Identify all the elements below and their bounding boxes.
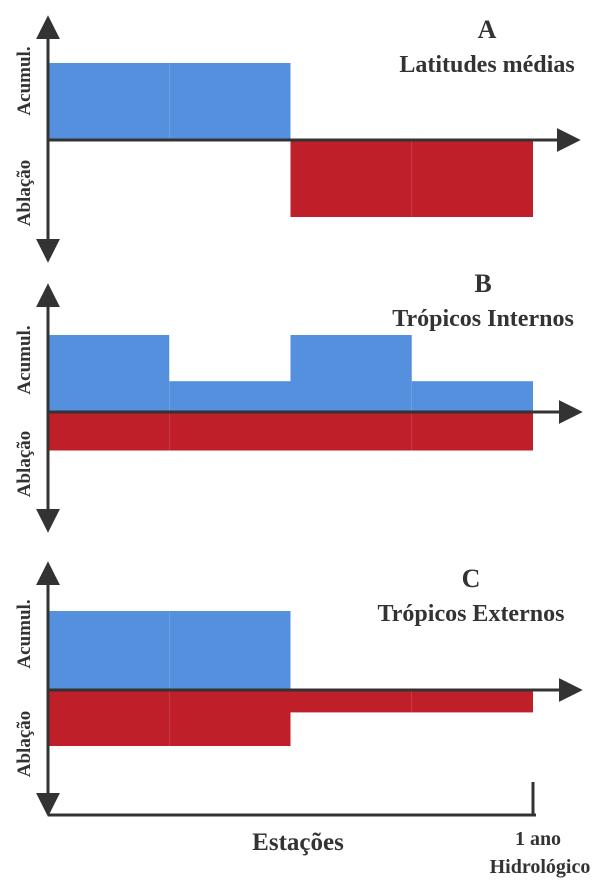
panel-a-accumulation-bar-2 bbox=[169, 63, 291, 140]
panel-b-letter: B bbox=[474, 269, 491, 298]
panel-a-ablation-bar-3 bbox=[290, 140, 412, 217]
year-end-label-line1: 1 ano bbox=[515, 828, 561, 850]
panel-c-accumulation-bar-2 bbox=[169, 611, 291, 690]
panel-b-accumulation-label: Acumul. bbox=[14, 325, 35, 394]
panel-a-accumulation-bar-1 bbox=[48, 63, 170, 140]
panel-a-ablation-bar-4 bbox=[411, 140, 533, 217]
panel-a-ablation-label: Ablação bbox=[14, 160, 35, 227]
panel-b-ablation-label: Ablação bbox=[14, 431, 35, 498]
panel-c-bars bbox=[48, 611, 533, 746]
seasons-axis: Estações 1 ano Hidrológico bbox=[48, 782, 590, 878]
panel-b-title: Trópicos Internos bbox=[392, 306, 574, 332]
panel-a-letter: A bbox=[478, 15, 497, 44]
panel-b-ablation-bar-4 bbox=[411, 412, 533, 451]
panel-b-accumulation-bar-4 bbox=[411, 381, 533, 412]
panel-b-accumulation-bar-1 bbox=[48, 335, 170, 412]
panel-c-ablation-bar-4 bbox=[411, 690, 533, 713]
panel-c-ablation-bar-1 bbox=[48, 690, 170, 746]
panel-b-ablation-bar-2 bbox=[169, 412, 291, 451]
panel-b-accumulation-bar-3 bbox=[290, 335, 412, 412]
panel-b: Acumul. Ablação B Trópicos Internos bbox=[14, 269, 583, 533]
year-end-label-line2: Hidrológico bbox=[490, 856, 591, 878]
panel-b-bars bbox=[48, 335, 533, 451]
panel-c-title: Trópicos Externos bbox=[378, 601, 565, 627]
panel-c: Acumul. Ablação C Trópicos Externos bbox=[14, 561, 583, 817]
panel-c-accumulation-label: Acumul. bbox=[14, 599, 35, 668]
panel-c-accumulation-bar-1 bbox=[48, 611, 170, 690]
seasons-label: Estações bbox=[252, 829, 344, 856]
panel-a: Acumul. Ablação A Latitudes médias bbox=[14, 15, 581, 263]
panel-c-letter: C bbox=[462, 564, 481, 593]
panel-a-title: Latitudes médias bbox=[399, 52, 574, 78]
panel-b-accumulation-bar-2 bbox=[169, 381, 291, 412]
panel-b-ablation-bar-3 bbox=[290, 412, 412, 451]
panel-c-ablation-bar-2 bbox=[169, 690, 291, 746]
panel-a-bars bbox=[48, 63, 533, 217]
panel-c-ablation-label: Ablação bbox=[14, 711, 35, 778]
panel-c-ablation-bar-3 bbox=[290, 690, 412, 713]
panel-a-accumulation-label: Acumul. bbox=[14, 46, 35, 115]
panel-b-ablation-bar-1 bbox=[48, 412, 170, 451]
